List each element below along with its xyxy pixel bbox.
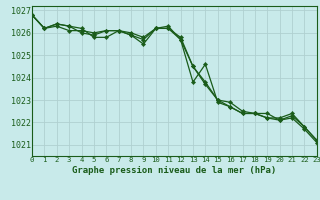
X-axis label: Graphe pression niveau de la mer (hPa): Graphe pression niveau de la mer (hPa) bbox=[72, 166, 276, 175]
